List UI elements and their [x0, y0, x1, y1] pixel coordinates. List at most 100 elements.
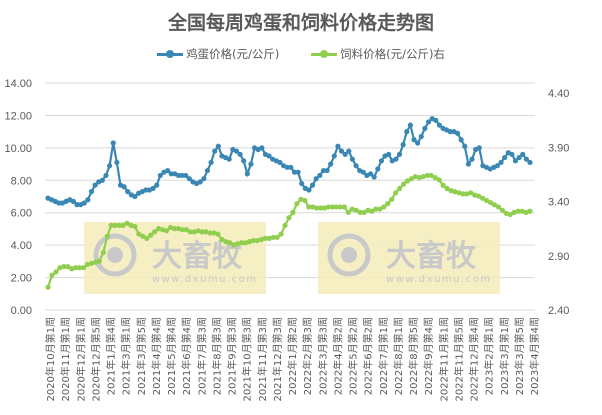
- data-point[interactable]: [148, 232, 154, 238]
- data-point[interactable]: [103, 172, 109, 179]
- data-point[interactable]: [345, 209, 351, 215]
- data-point[interactable]: [479, 195, 486, 201]
- data-point[interactable]: [49, 272, 55, 278]
- data-point[interactable]: [116, 222, 122, 228]
- data-point[interactable]: [108, 222, 114, 228]
- data-point[interactable]: [250, 237, 257, 244]
- data-point[interactable]: [491, 202, 498, 208]
- data-point[interactable]: [469, 156, 475, 162]
- data-point[interactable]: [381, 204, 387, 210]
- data-point[interactable]: [179, 172, 185, 179]
- data-point[interactable]: [132, 223, 138, 230]
- data-point[interactable]: [520, 151, 526, 157]
- data-point[interactable]: [128, 222, 134, 228]
- data-point[interactable]: [432, 175, 438, 181]
- data-point[interactable]: [65, 264, 71, 270]
- data-point[interactable]: [420, 173, 426, 180]
- data-point[interactable]: [412, 173, 419, 180]
- data-point[interactable]: [298, 196, 304, 202]
- data-point[interactable]: [456, 190, 462, 196]
- data-point[interactable]: [233, 148, 240, 154]
- data-point[interactable]: [422, 125, 428, 131]
- data-point[interactable]: [302, 197, 308, 204]
- data-point[interactable]: [328, 161, 334, 167]
- data-point[interactable]: [73, 265, 79, 271]
- data-point[interactable]: [227, 240, 233, 246]
- data-point[interactable]: [204, 167, 211, 174]
- data-point[interactable]: [444, 185, 450, 192]
- data-point[interactable]: [440, 182, 446, 188]
- data-point[interactable]: [425, 119, 432, 125]
- data-point[interactable]: [527, 159, 533, 166]
- data-point[interactable]: [447, 129, 453, 135]
- data-point[interactable]: [329, 204, 336, 210]
- data-point[interactable]: [92, 182, 98, 188]
- data-point[interactable]: [418, 133, 424, 140]
- data-point[interactable]: [286, 215, 292, 221]
- data-point[interactable]: [168, 171, 174, 177]
- data-point[interactable]: [454, 130, 461, 136]
- data-point[interactable]: [424, 172, 430, 179]
- legend-item-egg[interactable]: 鸡蛋价格(元/公斤): [157, 46, 279, 62]
- data-point[interactable]: [458, 137, 464, 143]
- data-point[interactable]: [211, 230, 217, 236]
- data-point[interactable]: [462, 143, 468, 149]
- data-point[interactable]: [523, 209, 529, 215]
- data-point[interactable]: [223, 239, 229, 245]
- data-point[interactable]: [400, 181, 407, 187]
- data-point[interactable]: [337, 204, 343, 210]
- data-point[interactable]: [80, 265, 87, 271]
- data-point[interactable]: [503, 210, 509, 217]
- data-point[interactable]: [317, 172, 323, 179]
- data-point[interactable]: [487, 199, 494, 206]
- data-point[interactable]: [433, 117, 439, 123]
- data-point[interactable]: [246, 239, 253, 245]
- data-point[interactable]: [201, 176, 207, 182]
- data-point[interactable]: [494, 163, 500, 169]
- data-point[interactable]: [515, 208, 521, 214]
- data-point[interactable]: [353, 207, 359, 213]
- data-point[interactable]: [136, 231, 142, 237]
- data-point[interactable]: [325, 204, 332, 210]
- data-point[interactable]: [483, 197, 490, 204]
- data-point[interactable]: [371, 174, 377, 180]
- data-point[interactable]: [460, 191, 466, 197]
- data-point[interactable]: [324, 167, 330, 174]
- data-point[interactable]: [313, 176, 319, 182]
- data-point[interactable]: [231, 242, 237, 248]
- data-point[interactable]: [335, 143, 341, 149]
- data-point[interactable]: [183, 227, 189, 233]
- data-point[interactable]: [476, 145, 482, 151]
- data-point[interactable]: [373, 206, 379, 212]
- data-point[interactable]: [291, 169, 298, 175]
- data-point[interactable]: [208, 159, 214, 166]
- data-point[interactable]: [294, 201, 300, 207]
- data-point[interactable]: [259, 145, 265, 151]
- data-point[interactable]: [306, 204, 312, 210]
- data-point[interactable]: [519, 208, 525, 214]
- data-point[interactable]: [333, 204, 340, 210]
- data-point[interactable]: [258, 236, 264, 243]
- data-point[interactable]: [472, 192, 478, 198]
- data-point[interactable]: [349, 206, 355, 212]
- data-point[interactable]: [207, 230, 213, 236]
- data-point[interactable]: [167, 224, 174, 231]
- data-point[interactable]: [244, 171, 250, 177]
- data-point[interactable]: [150, 185, 156, 191]
- data-point[interactable]: [242, 240, 249, 246]
- data-point[interactable]: [321, 205, 328, 211]
- data-point[interactable]: [124, 220, 130, 226]
- data-point[interactable]: [262, 235, 268, 241]
- data-point[interactable]: [407, 122, 414, 128]
- data-point[interactable]: [511, 209, 517, 215]
- data-point[interactable]: [278, 231, 284, 237]
- data-point[interactable]: [110, 140, 116, 146]
- data-point[interactable]: [299, 180, 305, 187]
- data-point[interactable]: [175, 226, 181, 232]
- data-point[interactable]: [88, 189, 95, 195]
- data-point[interactable]: [144, 235, 150, 241]
- data-point[interactable]: [527, 208, 533, 214]
- data-point[interactable]: [408, 176, 415, 182]
- data-point[interactable]: [377, 206, 383, 212]
- data-point[interactable]: [164, 167, 171, 174]
